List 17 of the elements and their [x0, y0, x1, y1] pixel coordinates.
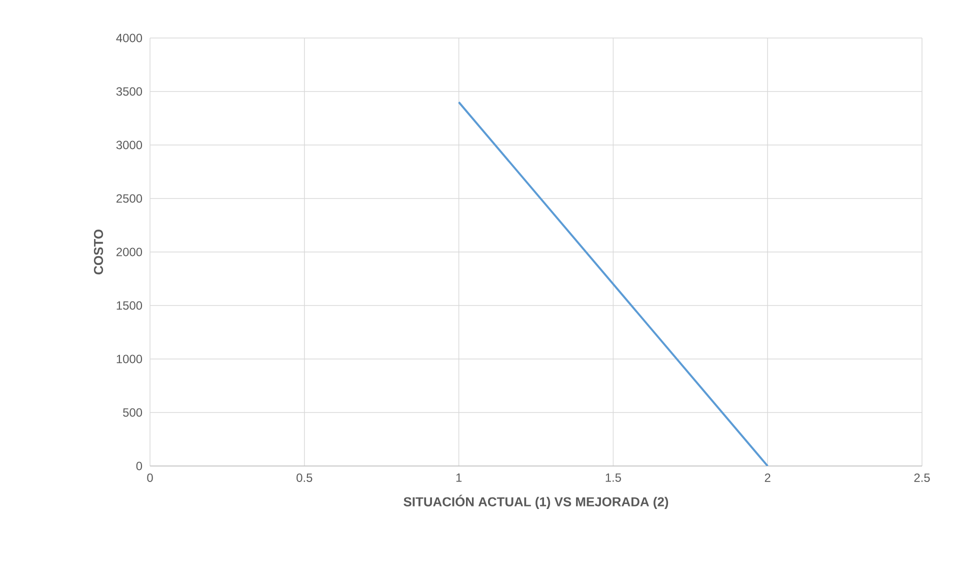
y-tick-label: 1000 — [116, 354, 142, 364]
y-tick-label: 3000 — [116, 140, 142, 150]
x-tick-label: 2 — [764, 473, 770, 482]
x-tick-label: 1 — [456, 473, 462, 482]
y-tick-label: 3500 — [116, 87, 142, 96]
x-axis-title: SITUACIÓN ACTUAL (1) VS MEJORADA (2) — [404, 494, 668, 509]
y-tick-label: 2000 — [116, 248, 142, 256]
y-tick-label: 2500 — [116, 194, 142, 203]
y-tick-label: 0 — [136, 462, 142, 470]
y-tick-label: 4000 — [116, 34, 142, 42]
y-tick-label: 1500 — [116, 301, 142, 310]
x-tick-label: 0 — [147, 473, 153, 482]
y-tick-label: 500 — [123, 408, 142, 417]
x-tick-label: 2.5 — [914, 473, 930, 482]
x-tick-label: 1.5 — [606, 473, 622, 482]
y-axis-title: COSTO — [94, 230, 104, 274]
x-tick-label: 0.5 — [296, 473, 312, 482]
